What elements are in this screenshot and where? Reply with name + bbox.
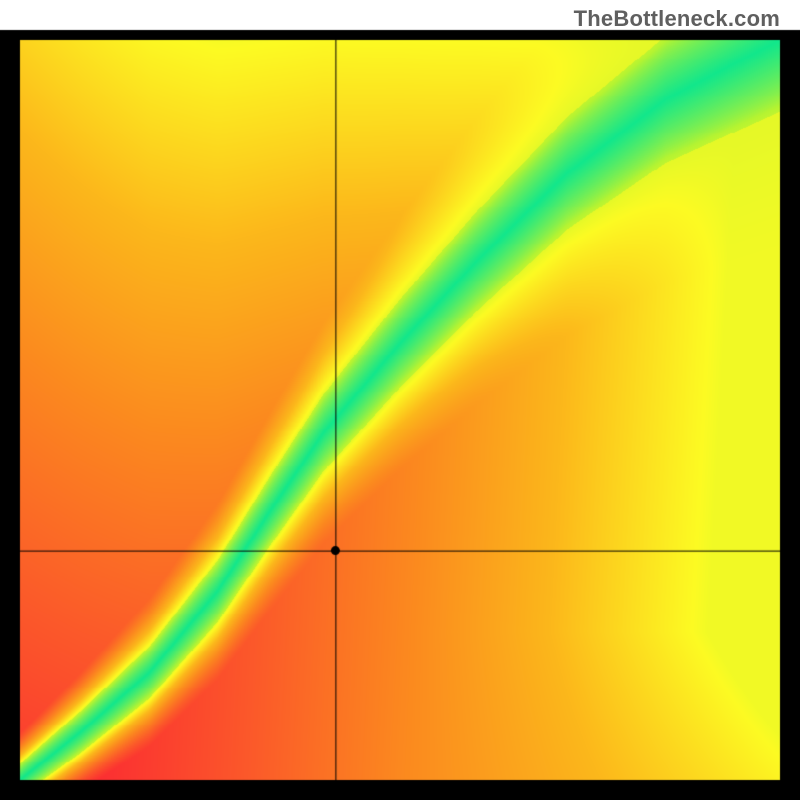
watermark-text: TheBottleneck.com bbox=[574, 6, 780, 32]
chart-container: TheBottleneck.com bbox=[0, 0, 800, 800]
bottleneck-heatmap bbox=[0, 0, 800, 800]
